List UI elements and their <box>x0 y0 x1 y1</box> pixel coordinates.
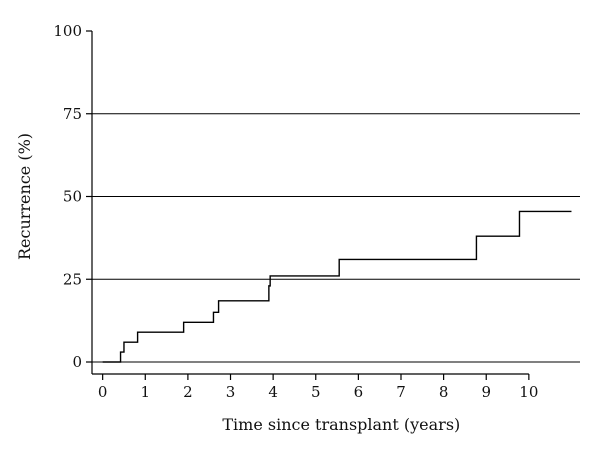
x-tick-label-9: 9 <box>481 383 491 401</box>
series <box>102 210 572 363</box>
y-tick-label-50: 50 <box>63 188 82 206</box>
ticks: 0 25 50 75 100 0 1 2 3 4 5 6 7 8 9 10 <box>53 22 538 401</box>
x-tick-label-2: 2 <box>183 383 193 401</box>
y-tick-label-100: 100 <box>53 22 82 40</box>
y-tick-label-25: 25 <box>63 270 82 288</box>
x-tick-label-8: 8 <box>439 383 449 401</box>
x-tick-label-3: 3 <box>226 383 236 401</box>
x-tick-label-4: 4 <box>268 383 278 401</box>
x-tick-label-0: 0 <box>98 383 108 401</box>
x-tick-label-1: 1 <box>141 383 151 401</box>
x-tick-label-7: 7 <box>396 383 406 401</box>
x-axis-title: Time since transplant (years) <box>222 415 460 434</box>
y-tick-label-75: 75 <box>63 105 82 123</box>
x-tick-label-10: 10 <box>519 383 538 401</box>
y-axis-title: Recurrence (%) <box>15 133 34 260</box>
x-tick-label-5: 5 <box>311 383 321 401</box>
y-tick-label-0: 0 <box>72 353 82 371</box>
grid-lines <box>92 113 580 363</box>
x-tick-label-6: 6 <box>354 383 364 401</box>
axes <box>91 31 529 375</box>
series-line-0 <box>102 210 572 363</box>
